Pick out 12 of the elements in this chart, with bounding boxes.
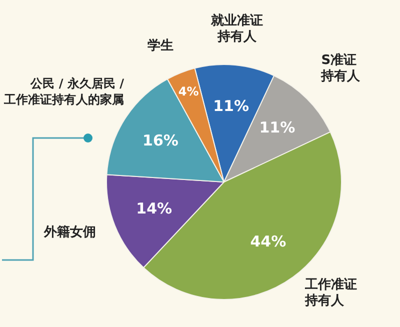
slice-label: 学生 bbox=[147, 38, 174, 54]
data-label: 11% bbox=[213, 97, 250, 116]
data-label: 16% bbox=[142, 132, 178, 150]
slice-label: 外籍女佣 bbox=[43, 224, 96, 240]
data-label: 4% bbox=[178, 84, 199, 99]
slice-label: S准证持有人 bbox=[320, 52, 362, 84]
data-label: 14% bbox=[136, 200, 172, 218]
data-label: 44% bbox=[250, 232, 286, 251]
slice-label: 工作准证持有人 bbox=[304, 276, 357, 309]
data-label: 11% bbox=[259, 118, 296, 137]
slice-label: 就业准证持有人 bbox=[210, 12, 263, 44]
slice-label: 公民 / 永久居民 / 工作准证持有人的家属 bbox=[3, 76, 125, 106]
